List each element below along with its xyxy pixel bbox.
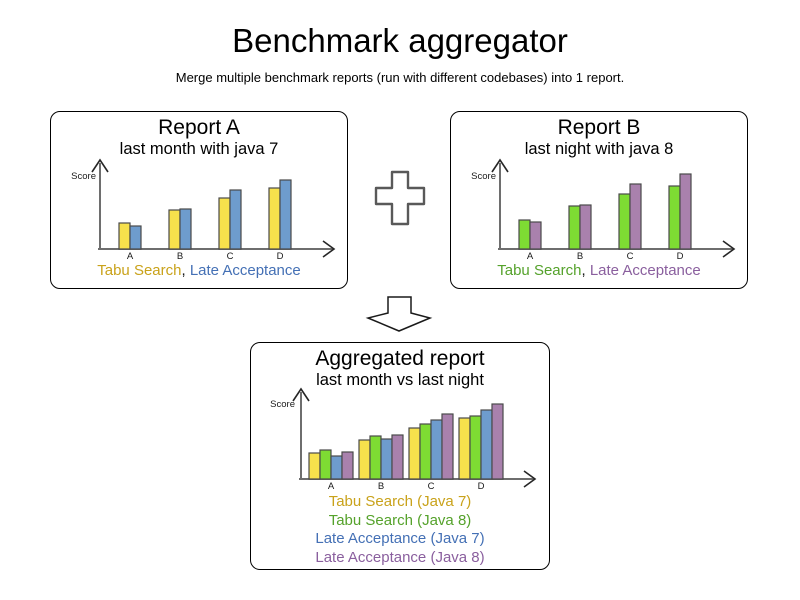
bar-Late Acceptance (Java 7)-D bbox=[480, 409, 493, 480]
report-b-title: Report B bbox=[557, 116, 641, 139]
bar-Late Acceptance-D bbox=[279, 179, 292, 250]
bar-Late Acceptance-A bbox=[529, 221, 542, 250]
category-label: D bbox=[478, 481, 485, 492]
bar-Late Acceptance (Java 8)-D bbox=[491, 403, 504, 480]
bar-Late Acceptance-C bbox=[229, 189, 242, 250]
report-a-legend: Tabu Search, Late Acceptance bbox=[51, 262, 347, 280]
down-arrow-icon bbox=[365, 296, 433, 332]
y-axis-label: Score bbox=[270, 399, 295, 410]
x-axis-arrow-icon bbox=[322, 240, 336, 258]
bar-Late Acceptance-D bbox=[679, 173, 692, 250]
report-a-bar-chart: Score A B C D bbox=[71, 158, 336, 262]
report-b-subtitle: last night with java 8 bbox=[524, 140, 674, 159]
category-label: C bbox=[428, 481, 435, 492]
plus-icon bbox=[374, 170, 426, 226]
bar-Late Acceptance (Java 7)-C bbox=[430, 419, 443, 480]
legend-tabu-search-java7: Tabu Search bbox=[97, 262, 182, 279]
bar-Tabu Search-B bbox=[568, 205, 581, 250]
bar-Late Acceptance (Java 7)-B bbox=[380, 438, 393, 480]
x-axis-arrow-icon bbox=[722, 240, 736, 258]
aggregated-title: Aggregated report bbox=[315, 347, 485, 370]
bar-Tabu Search (Java 7)-B bbox=[358, 439, 371, 480]
legend-tabu-search-java8: Tabu Search bbox=[497, 262, 582, 279]
report-a-panel: Report A last month with java 7 Score A B C… bbox=[50, 111, 348, 289]
report-a-title: Report A bbox=[158, 116, 240, 139]
bar-Late Acceptance (Java 7)-A bbox=[330, 455, 343, 480]
category-label: A bbox=[328, 481, 335, 492]
bar-Tabu Search-A bbox=[518, 219, 531, 250]
bar-Tabu Search (Java 8)-A bbox=[319, 449, 332, 480]
y-axis-label: Score bbox=[71, 171, 96, 182]
category-label: A bbox=[127, 251, 134, 262]
legend-late-acceptance-java8: Late Acceptance (Java 8) bbox=[315, 548, 485, 566]
bar-Tabu Search (Java 7)-D bbox=[458, 417, 471, 480]
bar-Tabu Search-A bbox=[118, 222, 131, 250]
y-axis-label: Score bbox=[471, 171, 496, 182]
report-b-panel: Report B last night with java 8 Score A B C… bbox=[450, 111, 748, 289]
legend-separator: , bbox=[581, 262, 586, 279]
bar-Tabu Search (Java 8)-D bbox=[469, 415, 482, 480]
bar-Tabu Search-C bbox=[618, 193, 631, 250]
bar-Late Acceptance-B bbox=[579, 204, 592, 250]
bar-Tabu Search-D bbox=[268, 187, 281, 250]
legend-late-acceptance-java8: Late Acceptance bbox=[589, 262, 701, 279]
category-label: A bbox=[527, 251, 534, 262]
bar-Late Acceptance (Java 8)-C bbox=[441, 413, 454, 480]
bar-Tabu Search (Java 7)-A bbox=[308, 452, 321, 480]
bar-Tabu Search-D bbox=[668, 185, 681, 250]
bar-Tabu Search (Java 8)-B bbox=[369, 435, 382, 480]
report-b-legend: Tabu Search, Late Acceptance bbox=[451, 262, 747, 280]
category-label: D bbox=[677, 251, 684, 262]
y-axis-arrow-icon bbox=[91, 158, 109, 173]
legend-late-acceptance-java7: Late Acceptance bbox=[189, 262, 301, 279]
aggregated-bar-chart: Score A B C D bbox=[270, 387, 537, 492]
bar-Late Acceptance-B bbox=[179, 208, 192, 250]
bar-Tabu Search (Java 7)-C bbox=[408, 427, 421, 480]
bar-Late Acceptance (Java 8)-A bbox=[341, 451, 354, 480]
report-a-subtitle: last month with java 7 bbox=[119, 140, 279, 159]
aggregated-report-panel: Aggregated report last month vs last nig… bbox=[250, 342, 550, 570]
category-label: D bbox=[277, 251, 284, 262]
category-label: C bbox=[227, 251, 234, 262]
category-label: C bbox=[627, 251, 634, 262]
y-axis-arrow-icon bbox=[292, 387, 310, 402]
bar-Tabu Search-B bbox=[168, 209, 181, 250]
category-label: B bbox=[577, 251, 583, 262]
category-label: B bbox=[378, 481, 384, 492]
x-axis-arrow-icon bbox=[523, 470, 537, 488]
legend-tabu-search-java8: Tabu Search (Java 8) bbox=[328, 511, 472, 529]
bar-Late Acceptance-A bbox=[129, 225, 142, 250]
legend-late-acceptance-java7: Late Acceptance (Java 7) bbox=[315, 530, 485, 548]
category-label: B bbox=[177, 251, 183, 262]
page-title: Benchmark aggregator bbox=[232, 22, 568, 59]
legend-tabu-search-java7: Tabu Search (Java 7) bbox=[328, 493, 472, 510]
legend-separator: , bbox=[181, 262, 186, 279]
bar-Late Acceptance (Java 8)-B bbox=[391, 434, 404, 480]
y-axis-arrow-icon bbox=[491, 158, 509, 173]
bar-Tabu Search-C bbox=[218, 197, 231, 250]
bar-Late Acceptance-C bbox=[629, 183, 642, 250]
aggregated-legend: Tabu Search (Java 7) Tabu Search (Java 8… bbox=[251, 493, 549, 567]
page-subtitle: Merge multiple benchmark reports (run wi… bbox=[175, 70, 625, 85]
bar-Tabu Search (Java 8)-C bbox=[419, 423, 432, 480]
report-b-bar-chart: Score A B C D bbox=[471, 158, 736, 262]
aggregated-subtitle: last month vs last night bbox=[316, 371, 484, 390]
